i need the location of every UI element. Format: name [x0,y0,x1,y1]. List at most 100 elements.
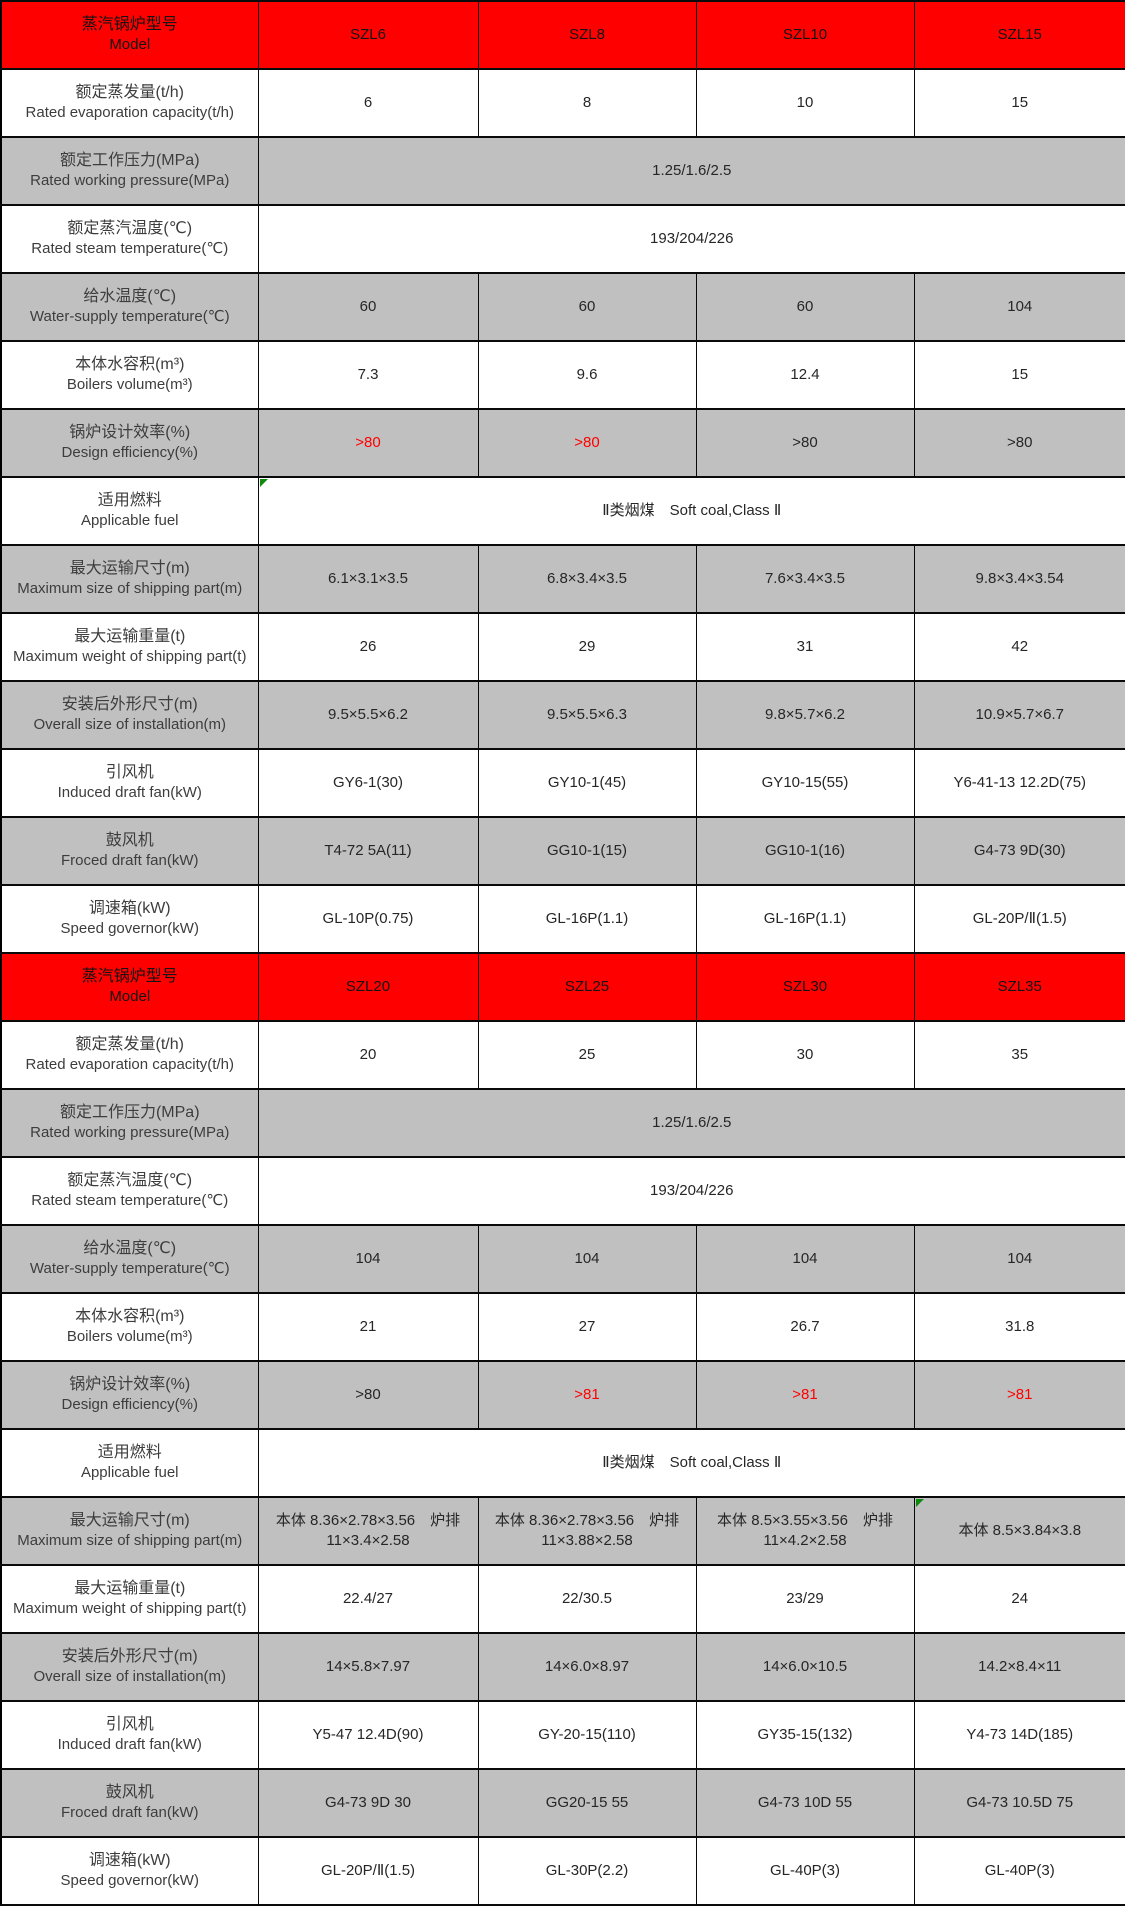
cell-value: 14×6.0×8.97 [477,1632,697,1702]
cell-value: GG10-1(16) [695,816,915,886]
cell-value: 104 [913,272,1125,342]
cell-value: GY-20-15(110) [477,1700,697,1770]
row-label-zh: 最大运输尺寸(m) [69,1512,190,1529]
model-name-szl25: SZL25 [477,952,697,1022]
cell-value: 14.2×8.4×11 [913,1632,1125,1702]
cell-value: Y6-41-13 12.2D(75) [913,748,1125,818]
cell-value: 60 [695,272,915,342]
model-name-szl6: SZL6 [257,0,479,70]
cell-value: 15 [913,68,1125,138]
row-label-zh: 安装后外形尺寸(m) [61,696,198,713]
row-label: 鼓风机 Froced draft fan(kW) [0,1768,259,1838]
row-label: 调速箱(kW) Speed governor(kW) [0,884,259,954]
row-label: 最大运输尺寸(m) Maximum size of shipping part(… [0,1496,259,1566]
row-label: 锅炉设计效率(%) Design efficiency(%) [0,1360,259,1430]
cell-value: GL-16P(1.1) [477,884,697,954]
row-label: 安装后外形尺寸(m) Overall size of installation(… [0,1632,259,1702]
cell-value: 14×6.0×10.5 [695,1632,915,1702]
row-label-zh: 额定工作压力(MPa) [59,1104,200,1121]
row-water-supply-s2: 给水温度(℃) Water-supply temperature(℃) 104 … [0,1224,1125,1294]
cell-value-merged: Ⅱ类烟煤 Soft coal,Class Ⅱ [257,1428,1125,1498]
row-forced-fan-s2: 鼓风机 Froced draft fan(kW) G4-73 9D 30 GG2… [0,1768,1125,1838]
row-overall-size-s2: 安装后外形尺寸(m) Overall size of installation(… [0,1632,1125,1702]
cell-value: GL-10P(0.75) [257,884,479,954]
cell-value: 本体 8.36×2.78×3.56 炉排 11×3.4×2.58 [257,1496,479,1566]
row-label: 适用燃料 Applicable fuel [0,476,259,546]
cell-value: 35 [913,1020,1125,1090]
cell-value: 本体 8.36×2.78×3.56 炉排 11×3.88×2.58 [477,1496,697,1566]
cell-value: 6.1×3.1×3.5 [257,544,479,614]
note-marker-icon [259,479,268,487]
row-label-en: Rated steam temperature(℃) [31,240,229,257]
cell-value: 60 [477,272,697,342]
cell-value-merged: 193/204/226 [257,1156,1125,1226]
row-label-en: Speed governor(kW) [60,920,199,937]
cell-value: Y5-47 12.4D(90) [257,1700,479,1770]
row-label-en: Rated evaporation capacity(t/h) [25,1056,234,1073]
row-water-supply-s1: 给水温度(℃) Water-supply temperature(℃) 60 6… [0,272,1125,342]
cell-value: GL-30P(2.2) [477,1836,697,1906]
row-shipping-size-s1: 最大运输尺寸(m) Maximum size of shipping part(… [0,544,1125,614]
row-label: 调速箱(kW) Speed governor(kW) [0,1836,259,1906]
cell-value: 15 [913,340,1125,410]
cell-value: 22/30.5 [477,1564,697,1634]
cell-value: 23/29 [695,1564,915,1634]
cell-value: 20 [257,1020,479,1090]
row-label-zh: 最大运输尺寸(m) [69,560,190,577]
row-label: 给水温度(℃) Water-supply temperature(℃) [0,1224,259,1294]
row-label: 引风机 Induced draft fan(kW) [0,748,259,818]
row-label: 额定工作压力(MPa) Rated working pressure(MPa) [0,136,259,206]
row-evaporation-s2: 额定蒸发量(t/h) Rated evaporation capacity(t/… [0,1020,1125,1090]
cell-value: GY10-15(55) [695,748,915,818]
cell-value: 本体 8.5×3.84×3.8 [913,1496,1125,1566]
row-label-en: Froced draft fan(kW) [60,1804,199,1821]
row-label: 额定蒸汽温度(℃) Rated steam temperature(℃) [0,1156,259,1226]
cell-value-highlighted: >81 [695,1360,915,1430]
row-label-en: Overall size of installation(m) [33,716,227,733]
row-label-en: Maximum size of shipping part(m) [17,580,243,597]
row-label-en: Water-supply temperature(℃) [29,1260,230,1277]
size-value: 本体 8.5×3.84×3.8 [958,1522,1082,1539]
cell-value: 9.8×3.4×3.54 [913,544,1125,614]
row-fuel-s2: 适用燃料 Applicable fuel Ⅱ类烟煤 Soft coal,Clas… [0,1428,1125,1498]
cell-value-merged: 1.25/1.6/2.5 [257,136,1125,206]
row-pressure-s2: 额定工作压力(MPa) Rated working pressure(MPa) … [0,1088,1125,1158]
row-steam-temp-s1: 额定蒸汽温度(℃) Rated steam temperature(℃) 193… [0,204,1125,274]
cell-value: 21 [257,1292,479,1362]
row-pressure-s1: 额定工作压力(MPa) Rated working pressure(MPa) … [0,136,1125,206]
cell-value: GY35-15(132) [695,1700,915,1770]
row-label-zh: 鼓风机 [105,1784,154,1801]
model-header-row-s2: 蒸汽锅炉型号 Model SZL20 SZL25 SZL30 SZL35 [0,952,1125,1022]
cell-value: G4-73 10.5D 75 [913,1768,1125,1838]
row-label-en: Applicable fuel [80,1464,179,1481]
row-label-en: Rated steam temperature(℃) [31,1192,229,1209]
cell-value-highlighted: >81 [913,1360,1125,1430]
row-label-zh: 最大运输重量(t) [74,628,186,645]
model-name-szl8: SZL8 [477,0,697,70]
model-header-label-zh: 蒸汽锅炉型号 [81,16,178,33]
row-evaporation-s1: 额定蒸发量(t/h) Rated evaporation capacity(t/… [0,68,1125,138]
row-label-en: Speed governor(kW) [60,1872,199,1889]
row-overall-size-s1: 安装后外形尺寸(m) Overall size of installation(… [0,680,1125,750]
cell-value-merged: Ⅱ类烟煤 Soft coal,Class Ⅱ [257,476,1125,546]
row-label: 安装后外形尺寸(m) Overall size of installation(… [0,680,259,750]
row-label: 适用燃料 Applicable fuel [0,1428,259,1498]
row-label: 引风机 Induced draft fan(kW) [0,1700,259,1770]
row-label-en: Applicable fuel [80,512,179,529]
cell-value: 31 [695,612,915,682]
cell-value: 60 [257,272,479,342]
row-label: 额定蒸发量(t/h) Rated evaporation capacity(t/… [0,68,259,138]
row-label-en: Froced draft fan(kW) [60,852,199,869]
cell-value: GL-40P(3) [695,1836,915,1906]
cell-value: GG10-1(15) [477,816,697,886]
row-steam-temp-s2: 额定蒸汽温度(℃) Rated steam temperature(℃) 193… [0,1156,1125,1226]
row-induced-fan-s2: 引风机 Induced draft fan(kW) Y5-47 12.4D(90… [0,1700,1125,1770]
row-label-zh: 适用燃料 [97,492,162,509]
cell-value: 12.4 [695,340,915,410]
row-label-zh: 鼓风机 [105,832,154,849]
row-label-zh: 引风机 [105,1716,154,1733]
row-label-zh: 额定蒸汽温度(℃) [67,220,193,237]
cell-value: G4-73 9D 30 [257,1768,479,1838]
row-label: 鼓风机 Froced draft fan(kW) [0,816,259,886]
model-name-szl20: SZL20 [257,952,479,1022]
